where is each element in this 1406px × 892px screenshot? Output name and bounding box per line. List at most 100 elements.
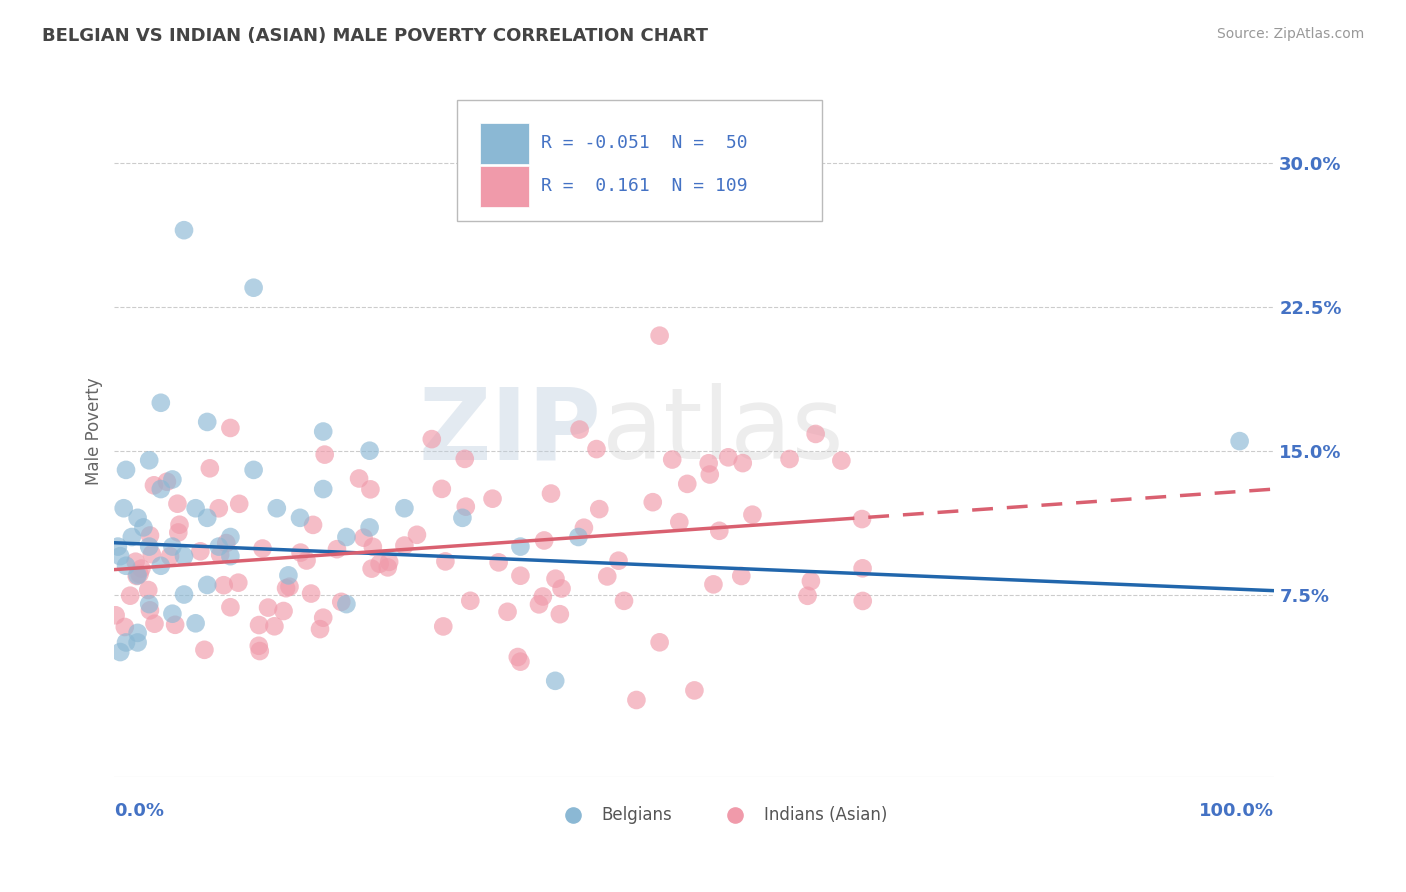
Point: [731, 456, 754, 470]
Y-axis label: Male Poverty: Male Poverty: [86, 377, 103, 485]
Point: [139, 603, 162, 617]
FancyBboxPatch shape: [479, 123, 529, 163]
Text: R = -0.051  N =  50: R = -0.051 N = 50: [541, 134, 748, 152]
Point: [335, 597, 357, 611]
Point: [173, 588, 195, 602]
Point: [302, 517, 325, 532]
Point: [533, 533, 555, 548]
Point: [127, 511, 149, 525]
Point: [335, 530, 357, 544]
Point: [544, 572, 567, 586]
Point: [359, 520, 381, 534]
Point: [567, 530, 589, 544]
Point: [121, 530, 143, 544]
Point: [136, 582, 159, 597]
Point: [127, 568, 149, 582]
Text: 0.0%: 0.0%: [114, 802, 165, 820]
Point: [288, 511, 311, 525]
Point: [314, 448, 336, 462]
Point: [266, 501, 288, 516]
Point: [544, 673, 567, 688]
Point: [697, 456, 720, 470]
Point: [796, 589, 818, 603]
Point: [165, 617, 187, 632]
Point: [124, 555, 146, 569]
Point: [347, 471, 370, 485]
Point: [852, 561, 875, 575]
Point: [139, 528, 162, 542]
Point: [141, 547, 163, 561]
Point: [104, 608, 127, 623]
Point: [226, 575, 249, 590]
Point: [149, 558, 172, 573]
Point: [290, 546, 312, 560]
Text: atlas: atlas: [602, 383, 844, 480]
Point: [1229, 434, 1251, 449]
Point: [641, 495, 664, 509]
Point: [676, 476, 699, 491]
Point: [626, 693, 648, 707]
Point: [607, 554, 630, 568]
Point: [588, 502, 610, 516]
Point: [699, 467, 721, 482]
Point: [531, 590, 554, 604]
Point: [219, 549, 242, 564]
FancyBboxPatch shape: [479, 167, 529, 207]
Point: [506, 650, 529, 665]
Point: [613, 594, 636, 608]
Point: [131, 561, 153, 575]
Point: [561, 837, 583, 851]
Point: [156, 475, 179, 489]
Point: [730, 569, 752, 583]
Point: [572, 521, 595, 535]
Point: [724, 837, 747, 851]
Point: [648, 635, 671, 649]
Point: [804, 426, 827, 441]
Point: [432, 619, 454, 633]
Point: [509, 540, 531, 554]
Point: [247, 639, 270, 653]
Point: [173, 223, 195, 237]
Point: [273, 604, 295, 618]
Point: [128, 567, 150, 582]
Point: [173, 549, 195, 564]
Point: [193, 642, 215, 657]
Point: [107, 540, 129, 554]
Point: [668, 515, 690, 529]
Point: [112, 501, 135, 516]
Point: [312, 610, 335, 624]
Point: [430, 482, 453, 496]
Point: [709, 524, 731, 538]
Point: [454, 451, 477, 466]
Text: R =  0.161  N = 109: R = 0.161 N = 109: [541, 178, 748, 195]
Point: [242, 463, 264, 477]
Point: [509, 655, 531, 669]
Point: [359, 443, 381, 458]
Point: [162, 607, 184, 621]
Point: [496, 605, 519, 619]
Point: [648, 328, 671, 343]
Point: [257, 600, 280, 615]
Point: [330, 595, 353, 609]
FancyBboxPatch shape: [457, 100, 823, 221]
Point: [125, 569, 148, 583]
Point: [278, 580, 301, 594]
Point: [527, 598, 550, 612]
Point: [741, 508, 763, 522]
Point: [295, 553, 318, 567]
Point: [488, 555, 510, 569]
Point: [162, 540, 184, 554]
Point: [548, 607, 571, 622]
Point: [277, 568, 299, 582]
Point: [195, 511, 218, 525]
Point: [208, 540, 231, 554]
Point: [368, 557, 391, 571]
Point: [378, 555, 401, 569]
Point: [127, 635, 149, 649]
Point: [108, 549, 131, 564]
Point: [252, 541, 274, 556]
Point: [717, 450, 740, 465]
Point: [120, 589, 142, 603]
Point: [208, 501, 231, 516]
Point: [263, 619, 285, 633]
